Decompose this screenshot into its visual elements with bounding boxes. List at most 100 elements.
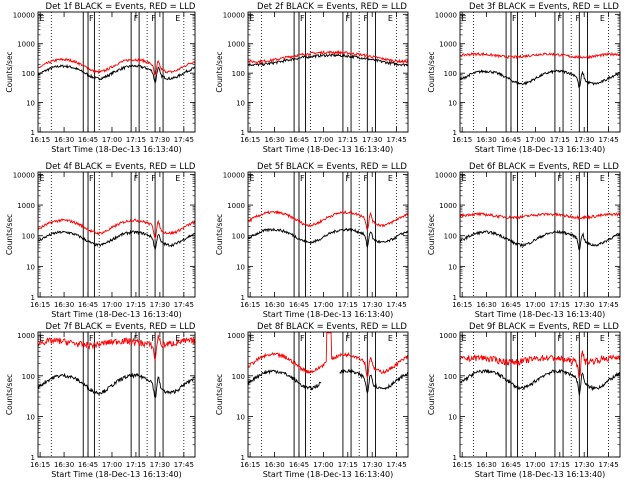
x-tick-label: 17:15 bbox=[126, 301, 146, 309]
x-tick-label: 17:30 bbox=[150, 301, 170, 309]
segment-marker: E bbox=[388, 174, 393, 183]
x-tick-label: 16:15 bbox=[30, 461, 50, 469]
y-tick-label: 1 bbox=[31, 294, 35, 302]
x-tick-label: 16:30 bbox=[264, 461, 284, 469]
panel-3: Det 3f BLACK = Events, RED = LLD Counts/s… bbox=[427, 2, 621, 154]
segment-marker: F bbox=[558, 174, 563, 183]
x-tick-label: 17:30 bbox=[362, 461, 382, 469]
x-tick-label: 16:45 bbox=[501, 461, 521, 469]
x-tick-label: 16:15 bbox=[240, 136, 260, 144]
lld-series-line bbox=[460, 211, 620, 221]
segment-marker: E bbox=[462, 334, 467, 343]
x-tick-label: 17:30 bbox=[362, 301, 382, 309]
panel-title: Det 5f BLACK = Events, RED = LLD bbox=[257, 162, 407, 172]
x-tick-label: 17:15 bbox=[550, 461, 570, 469]
y-axis-label: Counts/sec bbox=[215, 374, 224, 415]
panel-title: Det 6f BLACK = Events, RED = LLD bbox=[469, 162, 619, 172]
segment-marker: F bbox=[89, 174, 94, 183]
plot-frame bbox=[37, 331, 196, 458]
y-tick-label: 1 bbox=[241, 454, 245, 462]
x-tick-label: 16:15 bbox=[240, 301, 260, 309]
segment-marker: F bbox=[151, 174, 156, 183]
x-tick-label: 17:00 bbox=[313, 461, 333, 469]
x-tick-label: 17:00 bbox=[313, 301, 333, 309]
plot-area bbox=[248, 332, 408, 457]
x-tick-label: 17:15 bbox=[550, 301, 570, 309]
y-tick-label: 1000 bbox=[439, 202, 457, 210]
x-tick-label: 17:45 bbox=[387, 461, 407, 469]
y-tick-label: 10 bbox=[236, 263, 245, 271]
x-tick-label: 16:30 bbox=[476, 461, 496, 469]
y-tick-label: 10000 bbox=[223, 11, 245, 19]
panel-4: Det 4f BLACK = Events, RED = LLD Counts/s… bbox=[5, 162, 196, 319]
x-tick-label: 17:30 bbox=[574, 301, 594, 309]
plot-frame bbox=[37, 11, 196, 133]
x-tick-label: 17:30 bbox=[150, 136, 170, 144]
x-axis-label: Start Time (18-Dec-13 16:13:40) bbox=[263, 470, 394, 479]
y-tick-label: 1 bbox=[31, 454, 35, 462]
y-tick-label: 1000 bbox=[439, 41, 457, 49]
lld-series-line bbox=[460, 350, 620, 378]
events-series-line bbox=[38, 229, 195, 252]
panel-2: Det 2f BLACK = Events, RED = LLD Counts/s… bbox=[215, 2, 409, 154]
events-series-line bbox=[248, 227, 408, 249]
x-tick-label: 16:15 bbox=[30, 136, 50, 144]
segment-marker: F bbox=[363, 334, 368, 343]
y-tick-label: 100 bbox=[22, 70, 35, 78]
x-tick-label: 16:15 bbox=[240, 461, 260, 469]
events-series-line bbox=[248, 368, 408, 395]
segment-marker: F bbox=[512, 14, 517, 23]
plot-area bbox=[38, 12, 195, 132]
y-axis-label: Counts/sec bbox=[427, 214, 436, 255]
segment-marker: E bbox=[600, 174, 605, 183]
x-axis-label: Start Time (18-Dec-13 16:13:40) bbox=[263, 145, 394, 154]
y-tick-label: 1 bbox=[241, 129, 245, 137]
y-axis-label: Counts/sec bbox=[5, 374, 14, 415]
y-tick-label: 1 bbox=[453, 454, 457, 462]
panel-1: Det 1f BLACK = Events, RED = LLD Counts/s… bbox=[5, 2, 196, 154]
y-axis-label: Counts/sec bbox=[5, 214, 14, 255]
x-tick-label: 17:45 bbox=[599, 461, 619, 469]
segment-marker: F bbox=[346, 174, 351, 183]
y-tick-label: 1 bbox=[241, 294, 245, 302]
x-tick-label: 17:15 bbox=[126, 461, 146, 469]
segment-marker: F bbox=[558, 334, 563, 343]
segment-marker: F bbox=[300, 14, 305, 23]
y-tick-label: 10 bbox=[448, 263, 457, 271]
segment-marker: E bbox=[388, 14, 393, 23]
x-tick-label: 17:30 bbox=[574, 136, 594, 144]
segment-marker: F bbox=[134, 334, 139, 343]
segment-marker: F bbox=[151, 334, 156, 343]
segment-marker: E bbox=[250, 174, 255, 183]
x-tick-label: 16:15 bbox=[452, 301, 472, 309]
plot-area bbox=[248, 12, 408, 132]
y-tick-label: 10 bbox=[26, 413, 35, 421]
segment-marker: E bbox=[462, 174, 467, 183]
segment-marker: E bbox=[40, 334, 45, 343]
x-tick-label: 17:00 bbox=[102, 136, 122, 144]
segment-marker: E bbox=[40, 14, 45, 23]
events-series-line bbox=[38, 372, 195, 399]
x-tick-label: 16:45 bbox=[289, 461, 309, 469]
segment-marker: F bbox=[575, 334, 580, 343]
y-axis-label: Counts/sec bbox=[427, 51, 436, 92]
x-tick-label: 17:45 bbox=[599, 301, 619, 309]
y-tick-label: 10 bbox=[448, 413, 457, 421]
x-tick-label: 17:00 bbox=[525, 301, 545, 309]
panel-title: Det 9f BLACK = Events, RED = LLD bbox=[469, 322, 619, 332]
segment-marker: F bbox=[346, 14, 351, 23]
panel-9: Det 9f BLACK = Events, RED = LLD Counts/s… bbox=[427, 322, 621, 479]
y-tick-label: 1 bbox=[453, 129, 457, 137]
segment-marker: E bbox=[175, 174, 180, 183]
y-tick-label: 1000 bbox=[227, 202, 245, 210]
plot-frame bbox=[247, 11, 409, 133]
y-tick-label: 1000 bbox=[227, 332, 245, 340]
x-tick-label: 17:45 bbox=[174, 301, 194, 309]
x-tick-label: 16:45 bbox=[289, 301, 309, 309]
y-tick-label: 1000 bbox=[227, 41, 245, 49]
x-tick-label: 17:15 bbox=[126, 136, 146, 144]
y-axis-label: Counts/sec bbox=[5, 51, 14, 92]
y-tick-label: 100 bbox=[22, 233, 35, 241]
events-series-line bbox=[248, 52, 408, 67]
segment-marker: E bbox=[40, 174, 45, 183]
